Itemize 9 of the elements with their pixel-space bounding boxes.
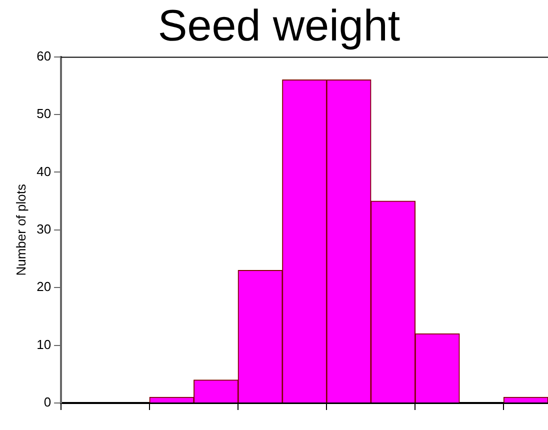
y-tick-label: 60 xyxy=(36,48,52,64)
y-tick-label: 10 xyxy=(36,336,52,352)
y-tick-label: 50 xyxy=(36,106,52,122)
y-tick-label: 30 xyxy=(36,221,52,236)
y-tick-label: 40 xyxy=(36,164,52,179)
y-tick-label: 0 xyxy=(44,394,52,410)
chart-title: Seed weight xyxy=(158,2,400,51)
y-axis-title: Number of plots xyxy=(13,184,28,276)
y-tick-label: 20 xyxy=(36,279,52,294)
